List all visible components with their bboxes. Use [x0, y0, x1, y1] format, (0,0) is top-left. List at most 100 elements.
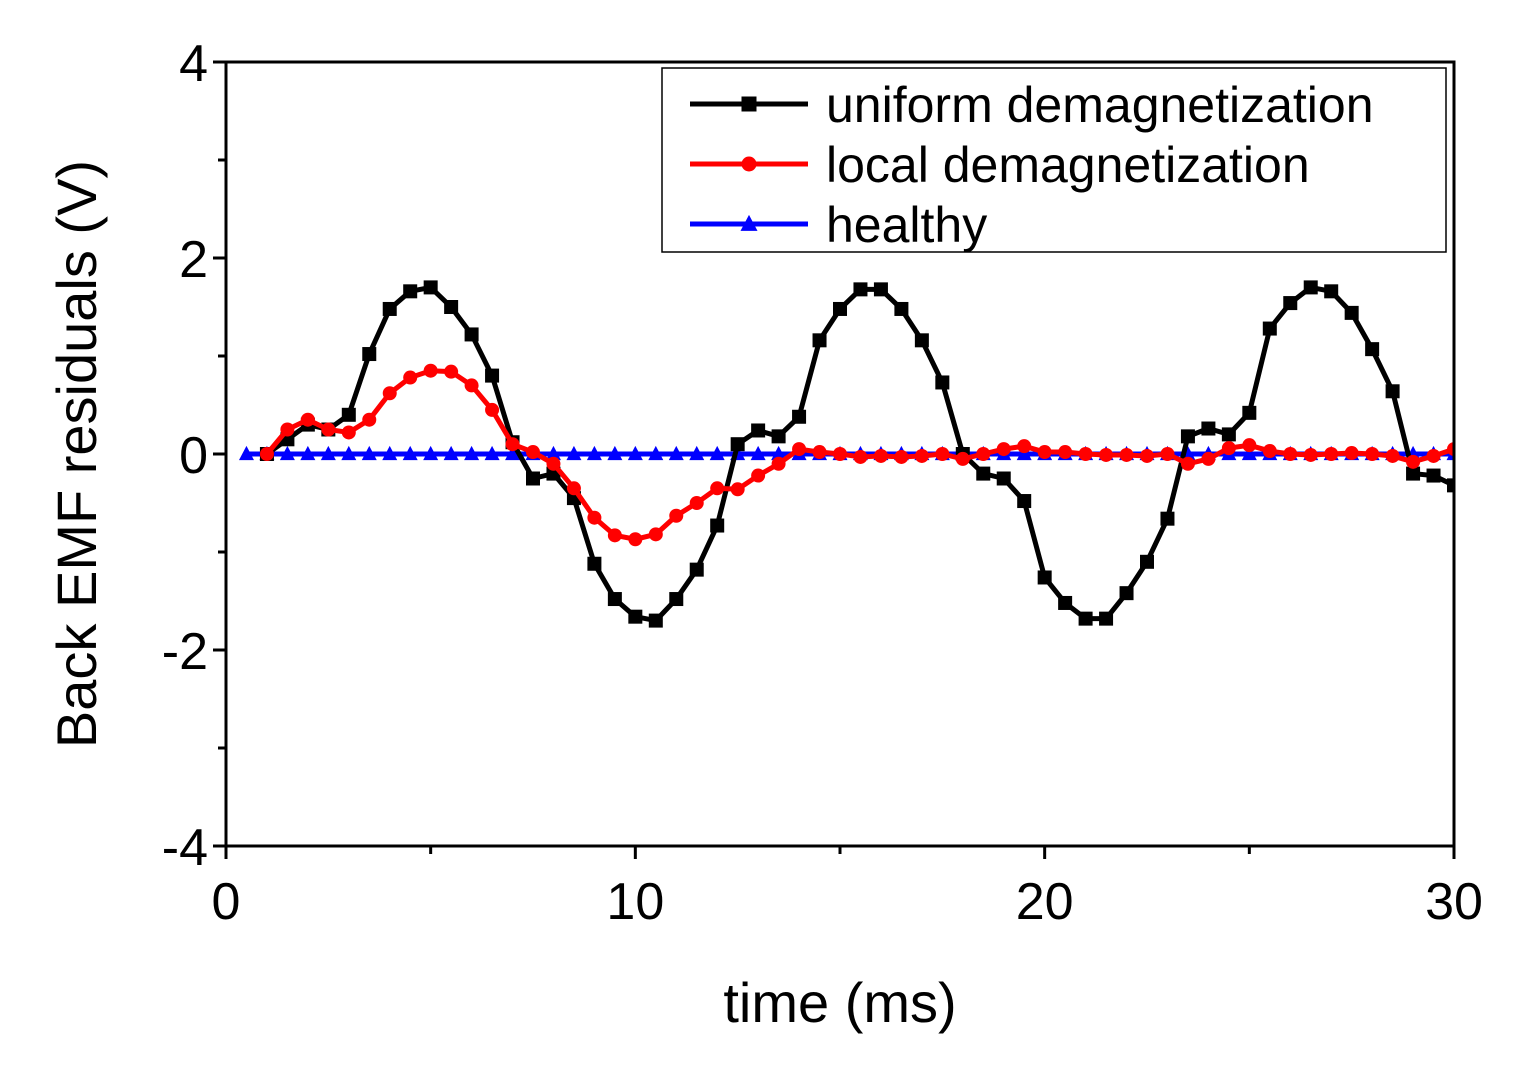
data-point [1201, 421, 1216, 436]
data-point [300, 412, 315, 427]
data-point [873, 282, 888, 297]
data-point [771, 445, 787, 461]
data-point [1099, 447, 1114, 462]
data-point [627, 445, 643, 461]
data-point [279, 445, 295, 461]
data-point [362, 412, 377, 427]
data-point [914, 333, 929, 348]
data-point [1447, 442, 1454, 457]
data-point [382, 445, 398, 461]
data-point [1140, 554, 1154, 569]
data-point [1283, 296, 1298, 311]
data-point [341, 407, 356, 422]
y-tick-label: 4 [179, 35, 208, 93]
data-point [464, 445, 480, 461]
data-point [587, 556, 602, 571]
data-point [444, 300, 459, 314]
legend-marker [741, 156, 757, 172]
data-point [545, 445, 561, 461]
data-point [1242, 405, 1257, 420]
data-point [300, 445, 316, 461]
data-point [1324, 447, 1339, 461]
data-point [1140, 448, 1154, 463]
data-point [443, 445, 459, 461]
data-point [1221, 441, 1236, 456]
data-point [362, 347, 377, 362]
data-point [361, 445, 377, 461]
data-point [403, 284, 418, 299]
data-point [341, 425, 356, 440]
legend-marker [740, 214, 758, 231]
data-point [382, 301, 397, 316]
data-point [526, 445, 540, 460]
data-point [669, 508, 684, 523]
data-point [792, 409, 807, 424]
data-point [648, 613, 663, 628]
y-tick-label: 2 [179, 231, 208, 289]
data-point [1119, 447, 1134, 462]
legend-entry-2: healthy [690, 197, 987, 253]
data-point [505, 445, 521, 461]
data-point [423, 445, 439, 461]
data-point [833, 447, 847, 461]
data-point [935, 447, 950, 461]
data-point [485, 402, 500, 417]
data-point [914, 448, 929, 463]
data-point [976, 447, 991, 461]
data-point [1344, 305, 1359, 320]
x-tick-label: 10 [606, 873, 664, 931]
axis-ticks: 0 10 20 30 -4 -2 0 2 4 [162, 35, 1483, 931]
data-point [894, 449, 909, 464]
data-point [1324, 284, 1339, 299]
data-point [771, 456, 786, 471]
x-tick-label: 20 [1016, 873, 1074, 931]
data-point [382, 386, 397, 401]
data-point [1344, 446, 1359, 461]
legend-entry-0: uniform demagnetization [690, 77, 1374, 133]
x-axis-label: time (ms) [723, 971, 956, 1034]
data-point [341, 445, 357, 461]
data-point [648, 527, 663, 542]
legend-label: local demagnetization [826, 137, 1310, 193]
data-point [321, 422, 336, 437]
data-point [1180, 456, 1195, 471]
data-point [566, 445, 582, 461]
data-point [320, 445, 336, 461]
legend-marker [741, 96, 757, 112]
data-point [1262, 444, 1277, 459]
data-point [587, 510, 602, 525]
legend-label: healthy [826, 197, 987, 253]
data-point [996, 442, 1011, 457]
data-point [1037, 570, 1052, 585]
data-point [1385, 384, 1400, 399]
data-point [1406, 466, 1421, 481]
data-point [1099, 611, 1114, 626]
data-point [812, 445, 827, 460]
data-point [566, 481, 581, 496]
data-point [607, 528, 622, 543]
data-point [709, 445, 725, 461]
data-point [1303, 447, 1318, 462]
data-point [1447, 478, 1454, 493]
data-point [1160, 511, 1175, 526]
data-point [1160, 447, 1175, 461]
legend-label: uniform demagnetization [826, 77, 1374, 133]
data-point [1017, 439, 1032, 454]
y-tick-label: 0 [179, 427, 208, 485]
data-point [710, 518, 725, 533]
data-point [464, 327, 479, 342]
data-point [792, 442, 807, 457]
data-point [526, 471, 540, 486]
data-point [689, 496, 704, 510]
data-point [1365, 342, 1380, 357]
y-tick-label: -4 [162, 819, 208, 877]
data-point [484, 445, 500, 461]
data-point [1241, 445, 1257, 461]
data-point [771, 429, 786, 444]
data-point [464, 378, 479, 393]
data-point [730, 482, 745, 497]
data-point [873, 448, 888, 463]
data-point [955, 451, 970, 466]
data-point [1426, 468, 1441, 483]
data-point [546, 456, 561, 471]
